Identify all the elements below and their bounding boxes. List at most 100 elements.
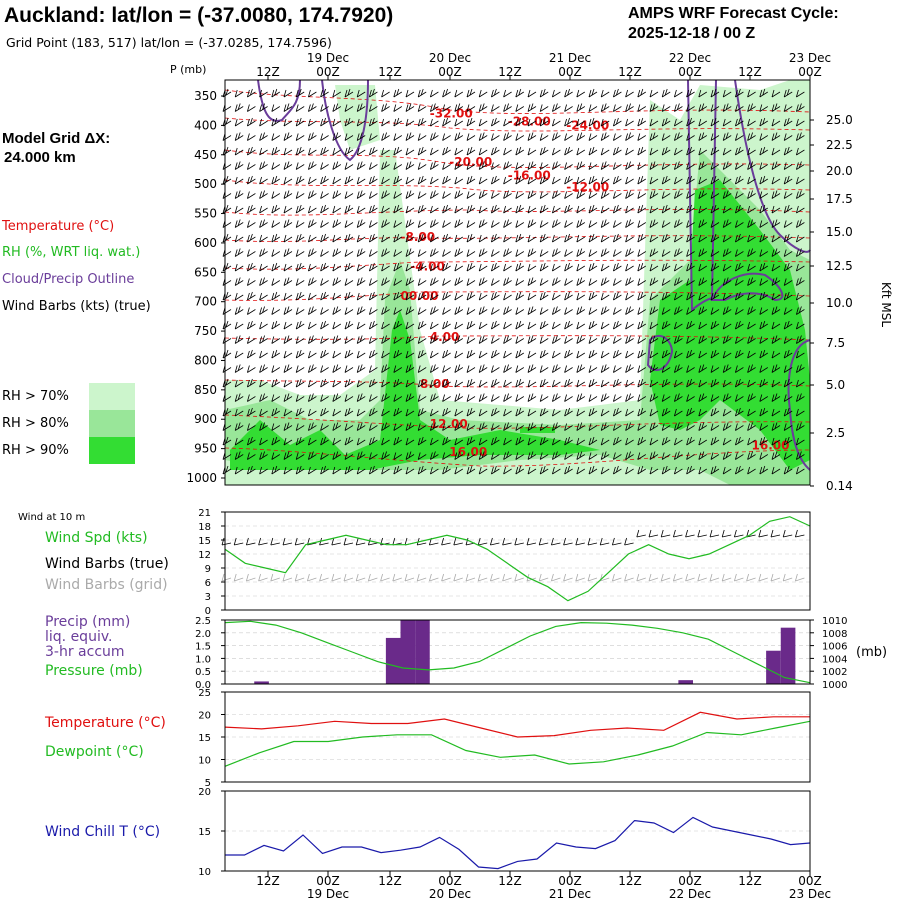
wind-barb: [479, 380, 487, 387]
wind-barb-grid: [295, 574, 304, 581]
wind-barb: [443, 205, 451, 213]
wind-barb: [673, 530, 682, 537]
pressure-tick-label: 500: [194, 177, 217, 191]
wind-barb-flag: [332, 574, 334, 581]
wind-barb: [638, 134, 646, 141]
wind-barb: [321, 337, 329, 344]
wind-barb: [430, 249, 438, 257]
wind-barb: [589, 105, 597, 112]
wind-barb: [284, 293, 292, 300]
wind-barb: [540, 395, 548, 402]
wind-barb: [613, 105, 621, 112]
wind-barb: [345, 263, 353, 271]
temperature-contour-label: 12.00: [430, 417, 468, 431]
wind-barb: [577, 293, 585, 300]
wind-barb: [333, 322, 341, 329]
wind-barb: [528, 293, 536, 300]
wind-barb-flag: [698, 530, 700, 537]
wind-barb: [565, 308, 573, 315]
wind-barb: [565, 250, 573, 257]
wind-barb: [467, 395, 475, 402]
wind-barb: [284, 307, 292, 315]
wind-barb: [589, 366, 597, 373]
wind-barb: [467, 176, 475, 184]
wind-barb-staff: [686, 535, 695, 537]
wind-barb: [467, 308, 475, 315]
wind-barb: [247, 234, 255, 242]
wind-barb-flag: [344, 538, 346, 545]
wind-barb: [504, 104, 512, 112]
wind-barb: [479, 90, 487, 97]
wind-barb: [455, 90, 463, 97]
wind-barb: [223, 234, 231, 242]
wind-barb: [308, 119, 316, 126]
wind-barb: [613, 250, 621, 257]
wind-barb: [613, 234, 621, 242]
wind-barb: [552, 394, 560, 402]
pressure-axis-label: P (mb): [170, 63, 206, 76]
wind-barb: [406, 148, 414, 155]
wind-barb-flag: [539, 574, 541, 581]
wind-barb-staff: [503, 578, 512, 581]
bottom-date-label: 22 Dec: [669, 887, 711, 900]
wind-barb: [516, 337, 524, 344]
wind-barb-flag: [246, 574, 248, 581]
wind-barb: [271, 538, 280, 545]
bottom-time-label: 12Z: [738, 874, 762, 888]
wind-barb: [589, 308, 597, 315]
wind-barb: [540, 350, 548, 358]
wind-barb: [430, 162, 438, 170]
wind-barb: [284, 119, 292, 126]
wind-barb-flag: [478, 574, 480, 581]
wind-barb-staff: [649, 578, 658, 581]
wind-barb: [516, 221, 524, 228]
wind-barb: [443, 292, 451, 300]
wind-barb: [235, 90, 243, 97]
wind-barb: [504, 293, 512, 300]
wind-barb: [528, 351, 536, 358]
wind-barb: [430, 220, 438, 228]
wind-barb: [710, 530, 719, 537]
wind-barb: [247, 205, 255, 213]
wind-barb: [430, 177, 438, 184]
wind-barb: [223, 279, 231, 286]
height-tick-label: 12.5: [826, 259, 853, 273]
wind-barb: [613, 147, 621, 155]
wind-barb: [283, 538, 292, 545]
wind-barb: [626, 104, 634, 112]
wind-barb: [418, 205, 426, 213]
wind-barb: [565, 395, 573, 402]
wind-barb: [467, 221, 475, 228]
wind-barb: [565, 205, 573, 213]
wind-barb: [467, 250, 475, 257]
wind-barb: [382, 104, 390, 112]
wind-barb: [516, 321, 524, 329]
wind-barb: [589, 147, 597, 155]
wind-barb: [272, 279, 280, 286]
wind-barb-staff: [783, 535, 792, 537]
cloud-outline: [258, 80, 300, 121]
wind-barb: [345, 176, 353, 184]
wind-barb-flag: [625, 574, 627, 581]
wind-barb: [601, 264, 609, 271]
wind-barb: [223, 163, 231, 170]
wind-barb-flag: [417, 574, 419, 581]
wind-barb: [296, 292, 304, 300]
wind-barb: [284, 206, 292, 213]
wind-barb: [296, 118, 304, 126]
wind-barb: [345, 337, 353, 344]
wind-barb: [527, 538, 536, 545]
top-time-label: 00Z: [316, 65, 340, 79]
height-tick-label: 0.14: [826, 479, 853, 493]
wind-barb: [443, 366, 451, 373]
top-date-label: 23 Dec: [789, 51, 831, 65]
wind-barb: [308, 322, 316, 329]
temperature-contour-label: -4.00: [410, 259, 445, 273]
wind-barb: [333, 119, 341, 126]
wind-barb-staff: [795, 535, 804, 537]
wind-barb: [382, 90, 390, 97]
wind-barb: [394, 89, 402, 97]
wind-barb: [491, 395, 499, 402]
wind-barb: [406, 177, 414, 184]
